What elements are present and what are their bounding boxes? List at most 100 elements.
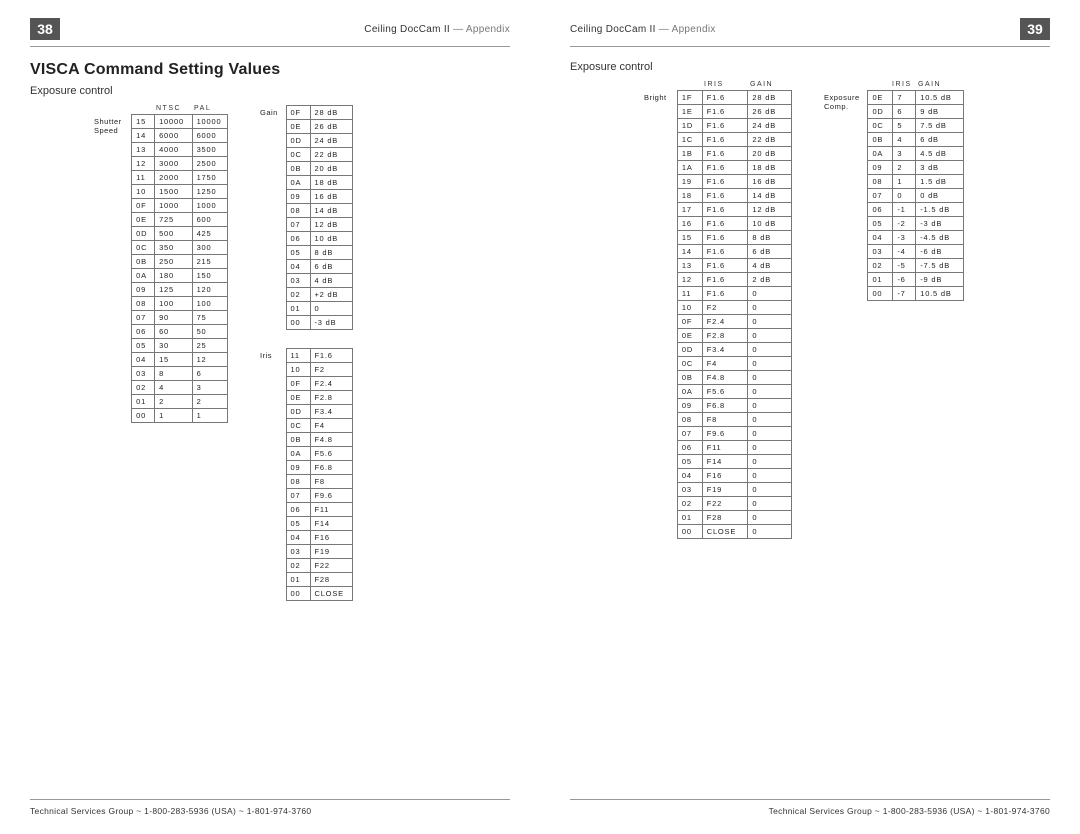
cell: -3 dB [310,316,352,330]
row-label: Bright [640,91,677,539]
table-row: Gain0F28 dB [256,106,352,120]
col-pal: PAL [194,105,228,112]
cell: 11 [677,287,702,301]
cell: -7.5 dB [916,259,964,273]
cell: F4.8 [310,433,352,447]
cell: 03 [868,245,893,259]
cell: 16 dB [310,190,352,204]
cell: 22 dB [748,133,792,147]
cell: 3000 [155,157,193,171]
cell: 3 [192,381,227,395]
cell: 1250 [192,185,227,199]
cell: 15 [155,353,193,367]
cell: 07 [132,311,155,325]
cell: 0D [286,134,310,148]
cell: 350 [155,241,193,255]
cell: 50 [192,325,227,339]
cell: 18 [677,189,702,203]
cell: 10000 [192,115,227,129]
cell: 28 dB [748,91,792,105]
cell: -4 [893,245,916,259]
cell: 05 [677,455,702,469]
cell: 8 dB [310,246,352,260]
cell: 12 dB [310,218,352,232]
cell: 725 [155,213,193,227]
cell: 12 dB [748,203,792,217]
cell: 0A [286,447,310,461]
cell: F6.8 [310,461,352,475]
cell: F3.4 [310,405,352,419]
cell: 3500 [192,143,227,157]
cell: 05 [132,339,155,353]
cell: 20 dB [310,162,352,176]
cell: 14 [132,129,155,143]
tables-row-right: IRIS GAIN Bright1FF1.628 dB1EF1.626 dB1D… [640,81,1050,539]
cell: 0E [286,391,310,405]
cell: CLOSE [310,587,352,601]
cell: 4 dB [748,259,792,273]
cell: +2 dB [310,288,352,302]
cell: F14 [310,517,352,531]
gain-iris-stack: Gain0F28 dB0E26 dB0D24 dB0C22 dB0B20 dB0… [256,105,353,601]
cell: 03 [286,274,310,288]
cell: 00 [132,409,155,423]
cell: 10.5 dB [916,287,964,301]
row-label: Gain [256,106,286,330]
cell: 16 [677,217,702,231]
cell: 0C [286,419,310,433]
cell: 0 [893,189,916,203]
cell: 0F [132,199,155,213]
header-sub: Appendix [466,24,510,35]
row-label: ShutterSpeed [90,115,132,423]
cell: 25 [192,339,227,353]
shutter-table: ShutterSpeed1510000100001460006000134000… [90,114,228,423]
shutter-block: NTSC PAL ShutterSpeed1510000100001460006… [90,105,228,423]
cell: 04 [677,469,702,483]
cell: 04 [286,260,310,274]
shutter-col-headers: NTSC PAL [90,105,228,112]
cell: 0D [677,343,702,357]
cell: 08 [286,475,310,489]
cell: F8 [310,475,352,489]
cell: 0D [868,105,893,119]
cell: 13 [677,259,702,273]
bright-block: IRIS GAIN Bright1FF1.628 dB1EF1.626 dB1D… [640,81,792,539]
page-number: 38 [30,18,60,40]
cell: 14 [677,245,702,259]
cell: 0A [868,147,893,161]
cell: 0E [132,213,155,227]
cell: 06 [286,503,310,517]
section-title: VISCA Command Setting Values [30,61,510,79]
cell: -6 [893,273,916,287]
cell: 6000 [192,129,227,143]
cell: F1.6 [702,231,748,245]
cell: 1 [192,409,227,423]
cell: 7 [893,91,916,105]
cell: -6 dB [916,245,964,259]
cell: 24 dB [748,119,792,133]
cell: 01 [868,273,893,287]
cell: F11 [310,503,352,517]
table-row: Bright1FF1.628 dB [640,91,792,105]
cell: 12 [677,273,702,287]
header-main: Ceiling DocCam II [570,24,656,35]
cell: 0 [748,385,792,399]
cell: 00 [868,287,893,301]
expcomp-table: ExposureComp.0E710.5 dB0D69 dB0C57.5 dB0… [820,90,964,301]
cell: 0 [748,343,792,357]
iris-block: Iris11F1.610F20FF2.40EF2.80DF3.40CF40BF4… [256,348,353,601]
cell: 3 [893,147,916,161]
cell: 0 [748,497,792,511]
cell: 01 [286,573,310,587]
cell: -3 [893,231,916,245]
cell: -9 dB [916,273,964,287]
cell: 0 [748,441,792,455]
cell: 4000 [155,143,193,157]
cell: 14 dB [310,204,352,218]
cell: 6 dB [748,245,792,259]
cell: CLOSE [702,525,748,539]
cell: 01 [286,302,310,316]
cell: 1F [677,91,702,105]
cell: 02 [677,497,702,511]
cell: -4.5 dB [916,231,964,245]
